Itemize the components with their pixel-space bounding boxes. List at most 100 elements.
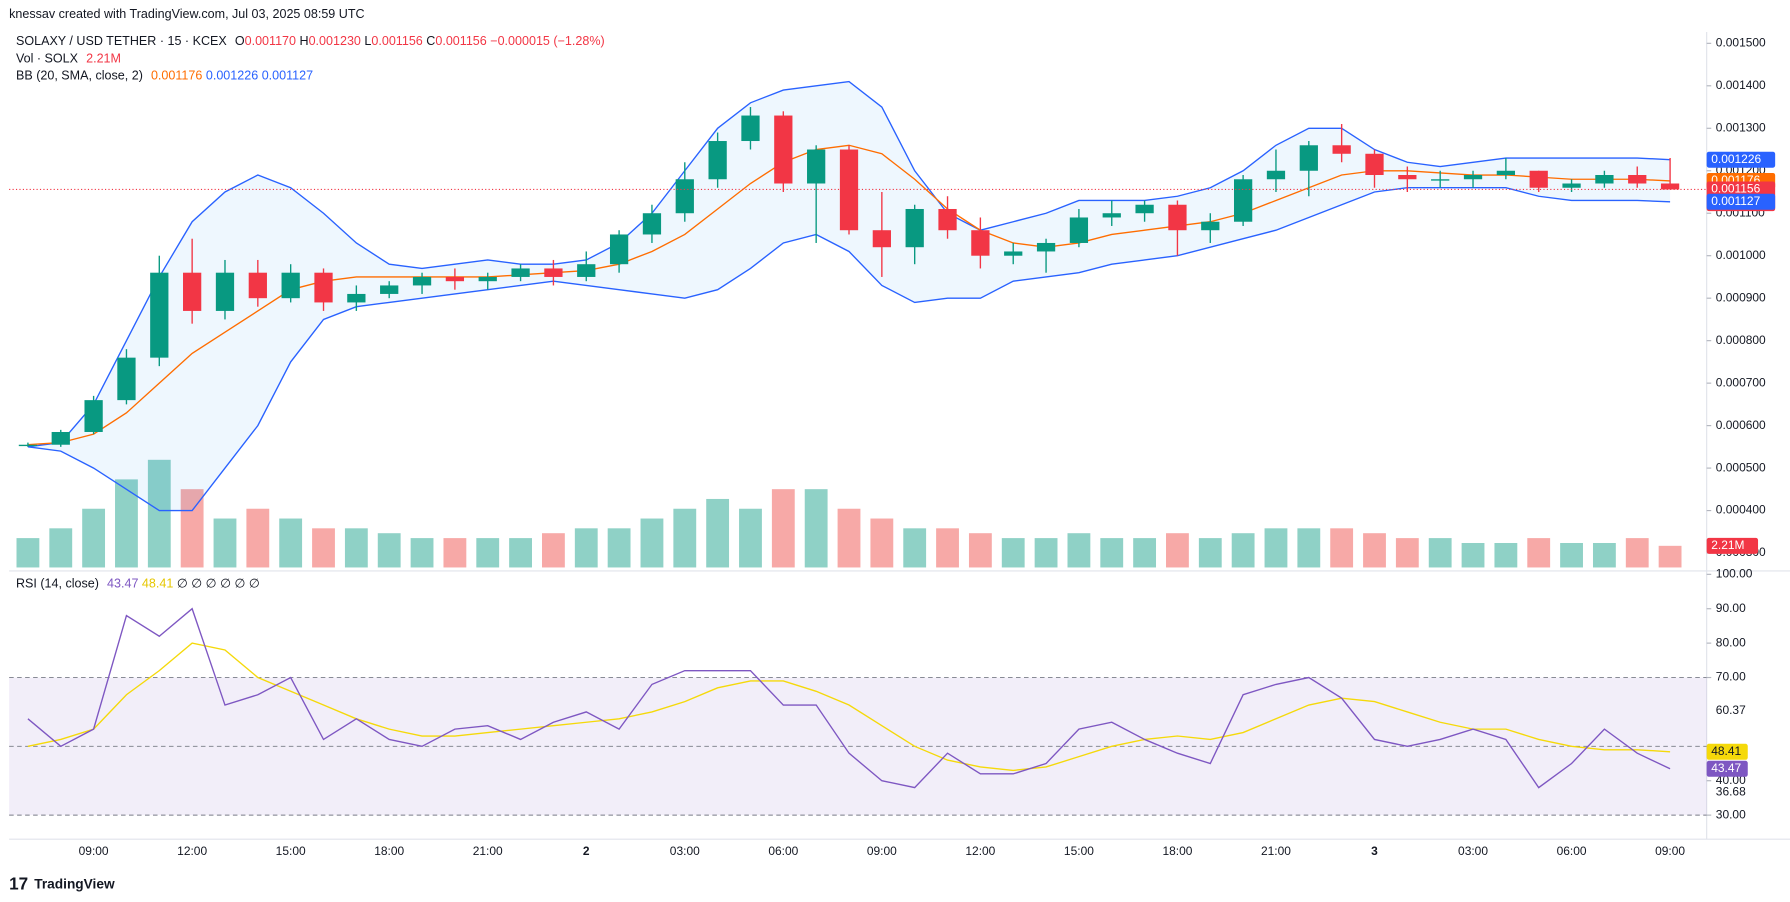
volume-bar [870, 518, 894, 568]
l-value: 0.001156 [371, 35, 422, 49]
volume-bar [968, 533, 992, 568]
x-tick-label: 2 [583, 844, 590, 858]
volume-bar [509, 538, 532, 568]
x-tick-label: 21:00 [1261, 844, 1291, 858]
bb-lower-tag-box [1706, 193, 1776, 210]
volume-bar [542, 533, 565, 568]
candle-body [807, 149, 826, 184]
candle-body [1332, 145, 1351, 154]
volume-bar [279, 518, 303, 568]
candle-body [1463, 175, 1483, 180]
candle-body [18, 444, 38, 447]
symbol-legend: SOLAXY / USD TETHER · 15 · KCEX O0.00117… [16, 35, 605, 49]
candle-body [741, 115, 760, 142]
volume-bar [936, 528, 959, 568]
candle-body [609, 234, 629, 265]
x-tick-label: 15:00 [276, 844, 306, 858]
volume-tag-box [1706, 537, 1759, 554]
rsi-mark-label: 36.68 [1716, 784, 1746, 798]
candle-body [1365, 153, 1384, 176]
rsi-line [27, 607, 1671, 789]
x-tick-label: 09:00 [1655, 844, 1685, 858]
candle-body [314, 272, 333, 303]
brand: TradingView [34, 876, 115, 891]
x-tick-label: 12:00 [177, 844, 207, 858]
candle-body [675, 179, 694, 214]
rsi-name: RSI (14, close) [16, 577, 99, 591]
bb-mid: 0.001176 [151, 69, 202, 83]
rsi-tick-label: 80.00 [1716, 635, 1746, 649]
h: H [300, 35, 309, 49]
volume-bar [1461, 542, 1485, 568]
volume-bar [1067, 533, 1091, 568]
rsi-legend: RSI (14, close) 43.47 48.41 ∅ ∅ ∅ ∅ ∅ ∅ [16, 577, 260, 591]
volume-bar [1166, 533, 1189, 568]
volume-bar [1560, 542, 1583, 568]
candle-body [1036, 242, 1056, 252]
volume-bar [574, 528, 598, 568]
x-tick-label: 18:00 [1162, 844, 1192, 858]
bb-lower-tag: 0.001127 [1711, 194, 1760, 208]
bb-fill [27, 81, 1671, 511]
x-tick-label: 03:00 [1458, 844, 1488, 858]
candle-body [1595, 175, 1614, 184]
y-tick-label: 0.001400 [1716, 78, 1766, 92]
candle-body [1398, 175, 1417, 180]
symbol: SOLAXY / USD TETHER · 15 · KCEX [16, 35, 227, 49]
candle-body [544, 268, 563, 277]
plot: 0.0015000.0014000.0013000.0012000.001100… [9, 35, 1776, 858]
candle-body [708, 141, 727, 180]
candle-body [445, 276, 465, 282]
candle-body [84, 400, 103, 432]
rsi-ma-line [27, 642, 1671, 772]
y-tick-label: 0.000500 [1716, 460, 1766, 474]
x-tick-label: 06:00 [1557, 844, 1587, 858]
rsi-tag: 43.47 [1711, 761, 1741, 775]
bb-upper-tag-box [1706, 151, 1776, 168]
rsi-tick-label: 30.00 [1716, 807, 1746, 821]
o-value: 0.001170 [245, 35, 296, 49]
volume-bar [1264, 528, 1288, 568]
volume-bar [1625, 538, 1649, 568]
candle-body [577, 264, 596, 277]
volume-bar [213, 518, 237, 568]
volume-bar [1363, 533, 1386, 568]
c-value: 0.001156 [435, 35, 486, 49]
volume-bar [115, 479, 138, 568]
l: L [364, 35, 371, 49]
volume-bar [673, 508, 697, 568]
volume-bar [771, 489, 795, 568]
candle-body [347, 293, 366, 303]
volume-bar [706, 498, 730, 568]
bb-upper-tag: 0.001226 [1711, 152, 1761, 166]
rsi-mark-label: 60.37 [1716, 703, 1746, 717]
volume-bar [1034, 538, 1058, 568]
volume-bar [1658, 545, 1682, 568]
x-tick-label: 3 [1371, 844, 1378, 858]
volume-bar [1527, 538, 1551, 568]
rsi-tick-label: 70.00 [1716, 670, 1746, 684]
candle-body [215, 272, 235, 311]
candle-body [1135, 204, 1154, 214]
volume-bar [903, 528, 927, 568]
candle-body [1431, 179, 1450, 181]
volume-bar [1100, 538, 1124, 568]
candle-body [1660, 183, 1680, 190]
candle-body [117, 357, 136, 401]
y-tick-label: 0.000700 [1716, 375, 1766, 389]
bb-upper-line [27, 80, 1671, 448]
candle-body [1628, 175, 1647, 184]
volume-bar [1395, 538, 1419, 568]
h-value: 0.001230 [309, 35, 361, 49]
rsi-ma-value: 48.41 [142, 577, 173, 591]
volume-bar [443, 538, 467, 568]
candle-body [412, 276, 432, 286]
rsi-value: 43.47 [107, 577, 138, 591]
volume-legend: Vol · SOLX 2.21M [16, 52, 121, 66]
bb-upper: 0.001226 [206, 69, 258, 83]
volume-bar [1133, 538, 1157, 568]
volume-bar [82, 508, 106, 568]
change: −0.000015 (−1.28%) [490, 35, 604, 49]
x-tick-label: 15:00 [1064, 844, 1094, 858]
rsi-tick-label: 100.00 [1716, 566, 1753, 580]
